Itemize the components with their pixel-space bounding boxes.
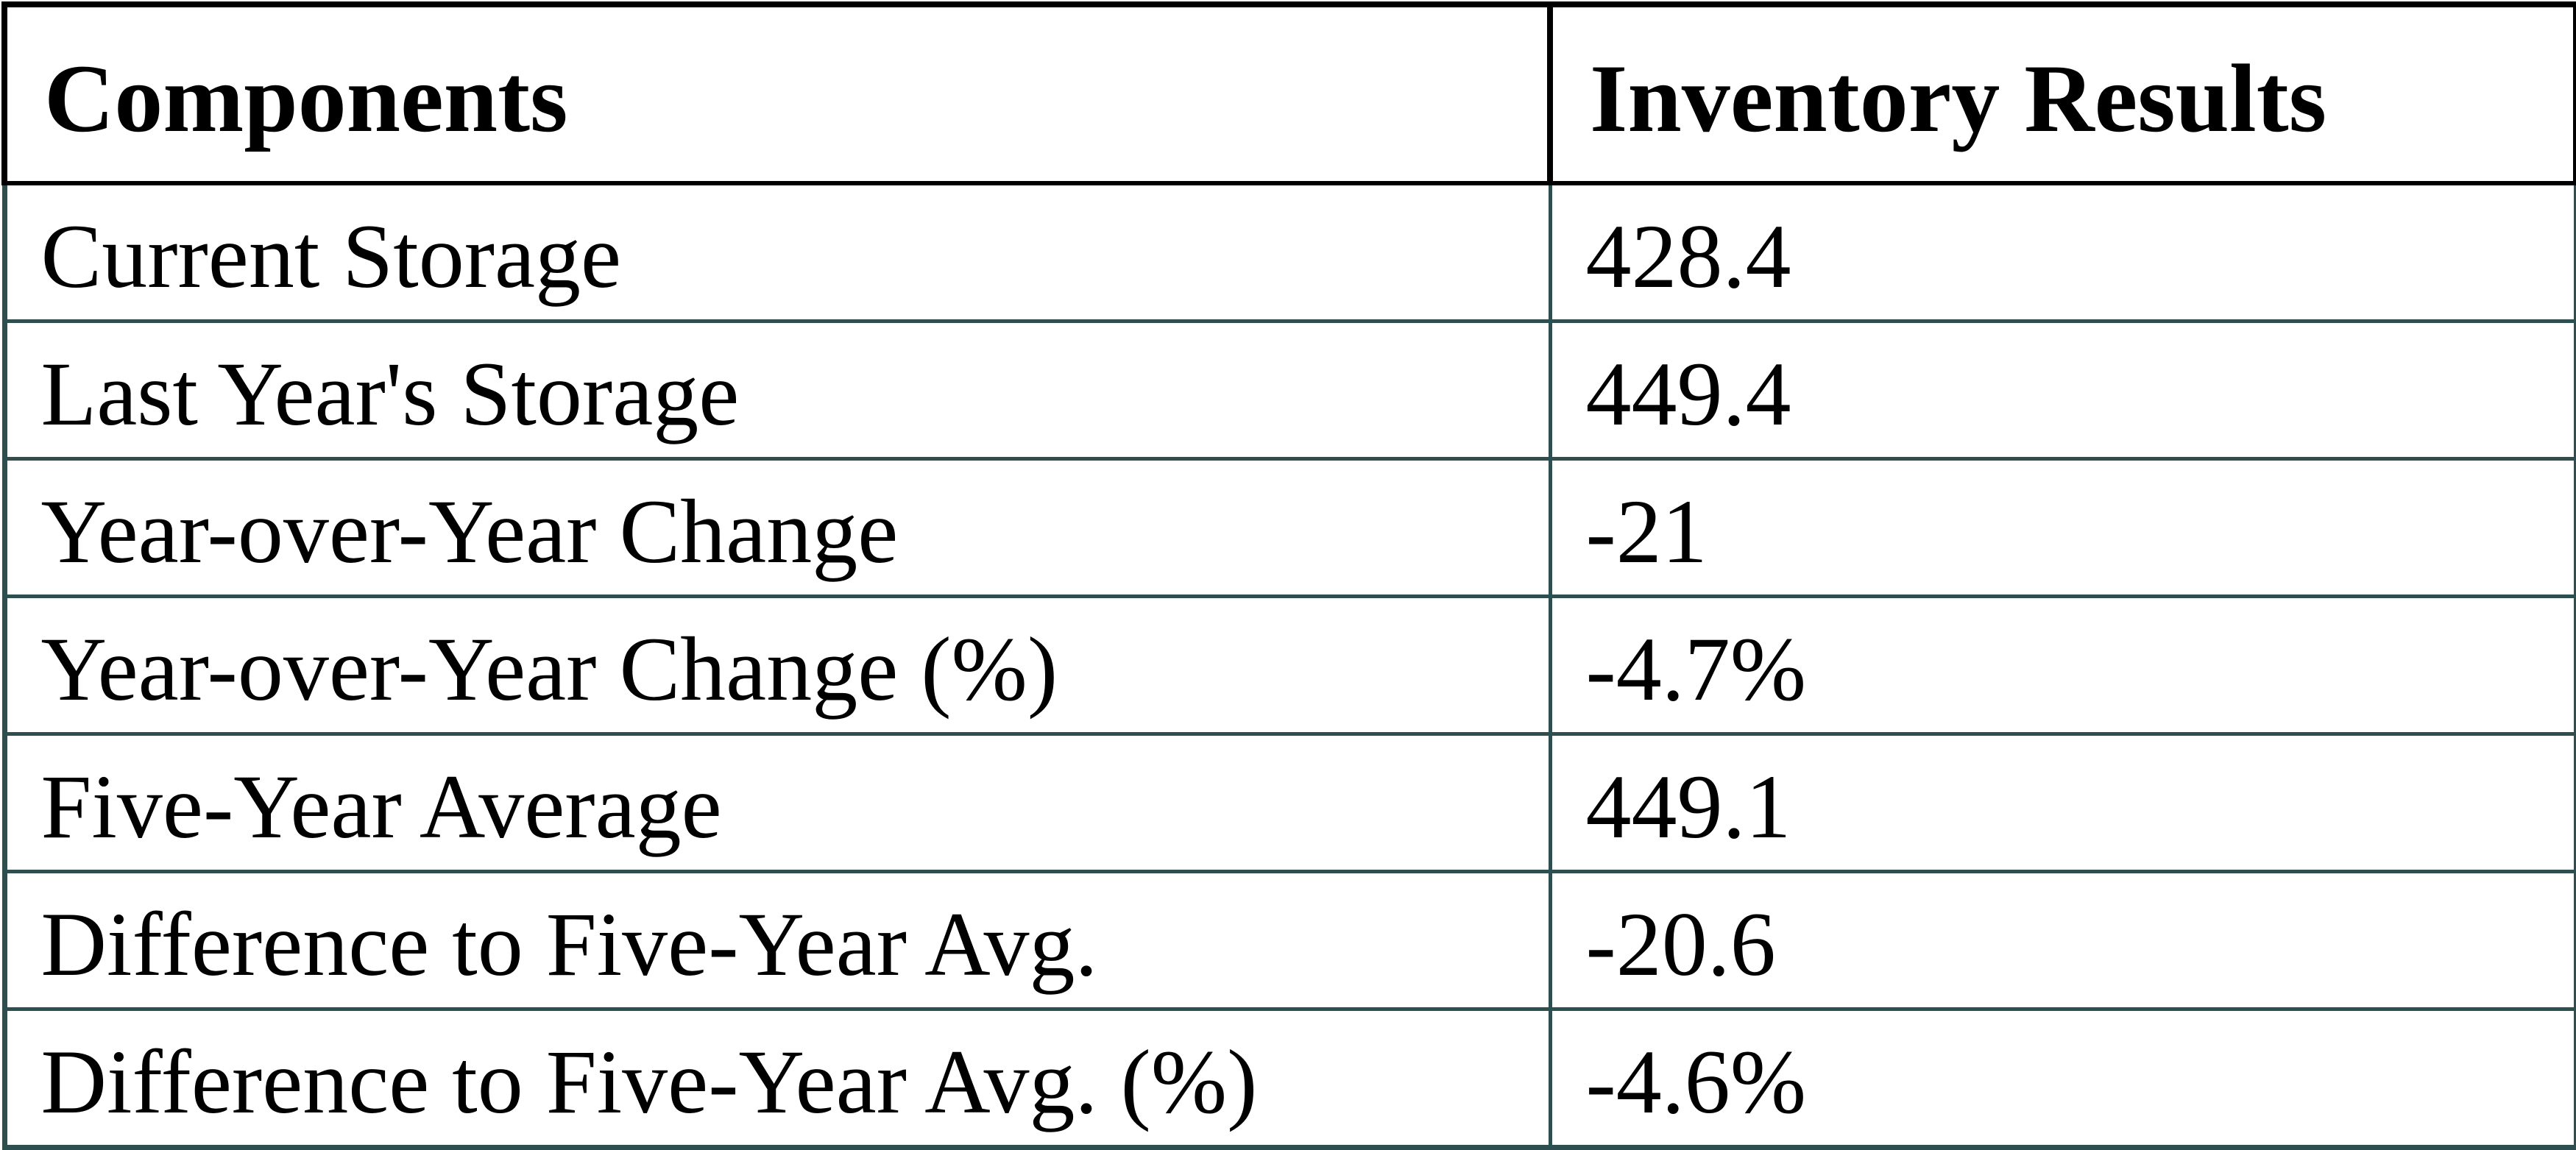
table-row: Year-over-Year Change (%) -4.7% — [1, 594, 2576, 736]
component-cell: Difference to Five-Year Avg. (%) — [1, 1007, 1552, 1150]
table-row: Current Storage 428.4 — [1, 181, 2576, 323]
value-cell: -20.6 — [1548, 870, 2576, 1011]
value-cell: -4.7% — [1548, 594, 2576, 736]
component-cell: Last Year's Storage — [1, 319, 1552, 461]
table-row: Difference to Five-Year Avg. -20.6 — [1, 870, 2576, 1011]
value-cell: -21 — [1548, 457, 2576, 598]
value-cell: 428.4 — [1548, 181, 2576, 323]
table-header-row: Components Inventory Results — [1, 1, 2576, 185]
component-cell: Difference to Five-Year Avg. — [1, 870, 1552, 1011]
components-header-cell: Components — [1, 1, 1553, 185]
component-cell: Year-over-Year Change (%) — [1, 594, 1552, 736]
inventory-results-header-cell: Inventory Results — [1547, 1, 2576, 185]
value-cell: 449.4 — [1548, 319, 2576, 461]
table-row: Year-over-Year Change -21 — [1, 457, 2576, 598]
value-cell: -4.6% — [1548, 1007, 2576, 1150]
table-row: Five-Year Average 449.1 — [1, 732, 2576, 873]
value-cell: 449.1 — [1548, 732, 2576, 873]
component-cell: Year-over-Year Change — [1, 457, 1552, 598]
table-row: Difference to Five-Year Avg. (%) -4.6% — [1, 1007, 2576, 1150]
component-cell: Five-Year Average — [1, 732, 1552, 873]
table-row: Last Year's Storage 449.4 — [1, 319, 2576, 461]
component-cell: Current Storage — [1, 181, 1552, 323]
